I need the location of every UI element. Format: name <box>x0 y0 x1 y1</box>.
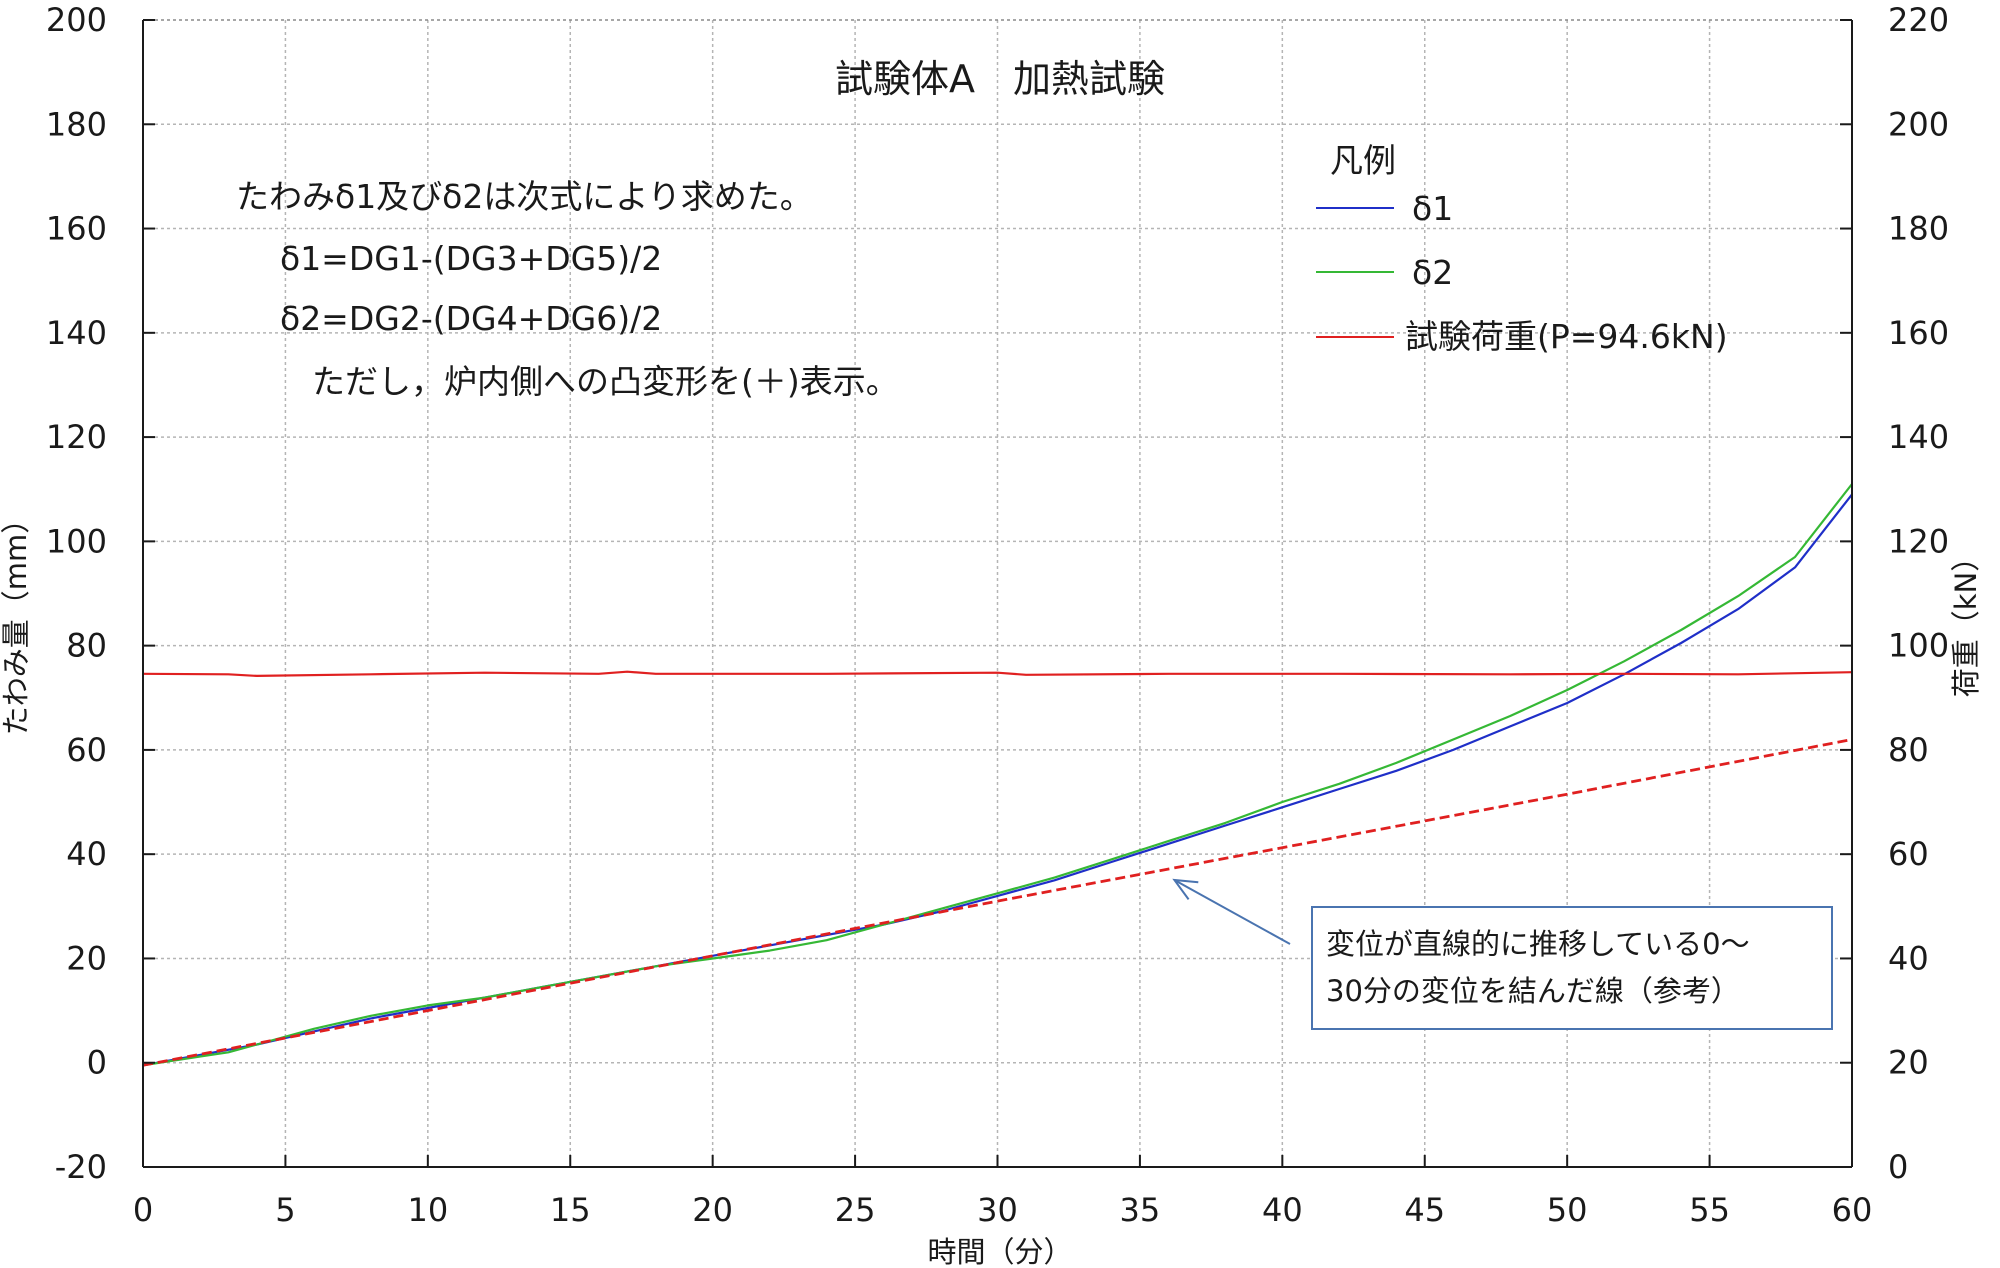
y-tick-label: 120 <box>46 418 107 456</box>
y-tick-label: 80 <box>66 627 107 665</box>
x-tick-label: 45 <box>1404 1191 1445 1229</box>
legend-title: 凡例 <box>1330 141 1396 180</box>
callout-line-2: 30分の変位を結んだ線（参考） <box>1326 974 1740 1008</box>
callout-line-1: 変位が直線的に推移している0～ <box>1326 927 1750 961</box>
callout-arrow-line <box>1173 879 1291 945</box>
x-tick-label: 5 <box>275 1191 295 1229</box>
callout-arrow-head <box>1172 878 1199 900</box>
series-line-delta1 <box>142 493 1853 1067</box>
y-tick-label: 20 <box>66 939 107 977</box>
series-line-delta2 <box>142 483 1853 1067</box>
x-tick-label: 35 <box>1120 1191 1161 1229</box>
callout-box <box>1311 906 1833 1030</box>
y-tick-label: 0 <box>87 1044 107 1082</box>
legend: 凡例 δ1 δ2 試験荷重(P=94.6kN) <box>1316 141 1728 356</box>
legend-label-delta2: δ2 <box>1412 253 1453 292</box>
y2-tick-label: 100 <box>1888 627 1949 665</box>
formula-note-line-2: δ1=DG1-(DG3+DG5)/2 <box>280 239 662 278</box>
x-tick-label: 15 <box>550 1191 591 1229</box>
formula-note-line-3: δ2=DG2-(DG4+DG6)/2 <box>280 299 662 338</box>
legend-label-delta1: δ1 <box>1412 189 1453 228</box>
y-tick-label: 140 <box>46 314 107 352</box>
y-tick-label: 200 <box>46 1 107 39</box>
x-tick-label: 50 <box>1547 1191 1588 1229</box>
x-tick-label: 60 <box>1832 1191 1873 1229</box>
y2-tick-label: 0 <box>1888 1148 1908 1186</box>
y2-tick-label: 40 <box>1888 939 1929 977</box>
y2-tick-label: 180 <box>1888 210 1949 248</box>
x-tick-label: 30 <box>977 1191 1018 1229</box>
series-line-test-load <box>142 670 1853 678</box>
y2-axis-title: 荷重（kN） <box>1949 543 1983 698</box>
y-tick-label: 60 <box>66 731 107 769</box>
y-axis-title: たわみ量（mm） <box>0 505 33 736</box>
legend-label-test-load: 試験荷重(P=94.6kN) <box>1405 317 1728 356</box>
y2-tick-label: 60 <box>1888 835 1929 873</box>
callout: 変位が直線的に推移している0～ 30分の変位を結んだ線（参考） <box>1172 878 1833 1030</box>
x-tick-label: 40 <box>1262 1191 1303 1229</box>
tick-layer: 0 5 10 15 20 25 30 35 40 45 50 55 60 -20 0 20 40 60 80 100 1… <box>46 1 1949 1229</box>
formula-note-line-1: たわみδ1及びδ2は次式により求めた。 <box>236 177 813 216</box>
x-tick-label: 0 <box>133 1191 153 1229</box>
y-tick-label: 160 <box>46 210 107 248</box>
y2-tick-label: 20 <box>1888 1044 1929 1082</box>
y2-tick-label: 140 <box>1888 418 1949 456</box>
y-tick-label: 40 <box>66 835 107 873</box>
reference-line <box>142 738 1853 1067</box>
y2-tick-label: 120 <box>1888 522 1949 560</box>
y2-tick-label: 200 <box>1888 105 1949 143</box>
y-tick-label: 180 <box>46 105 107 143</box>
x-tick-label: 20 <box>692 1191 733 1229</box>
series-layer <box>142 483 1853 1067</box>
chart-title: 試験体A 加熱試験 <box>835 57 1165 101</box>
y2-tick-label: 220 <box>1888 1 1949 39</box>
formula-note-line-4: ただし，炉内側への凸変形を(＋)表示。 <box>312 362 899 401</box>
x-axis-title: 時間（分） <box>927 1235 1072 1268</box>
x-tick-label: 10 <box>407 1191 448 1229</box>
x-tick-label: 25 <box>835 1191 876 1229</box>
y-tick-label: -20 <box>55 1148 107 1186</box>
y2-tick-label: 80 <box>1888 731 1929 769</box>
x-tick-label: 55 <box>1689 1191 1730 1229</box>
y2-tick-label: 160 <box>1888 314 1949 352</box>
y-tick-label: 100 <box>46 522 107 560</box>
